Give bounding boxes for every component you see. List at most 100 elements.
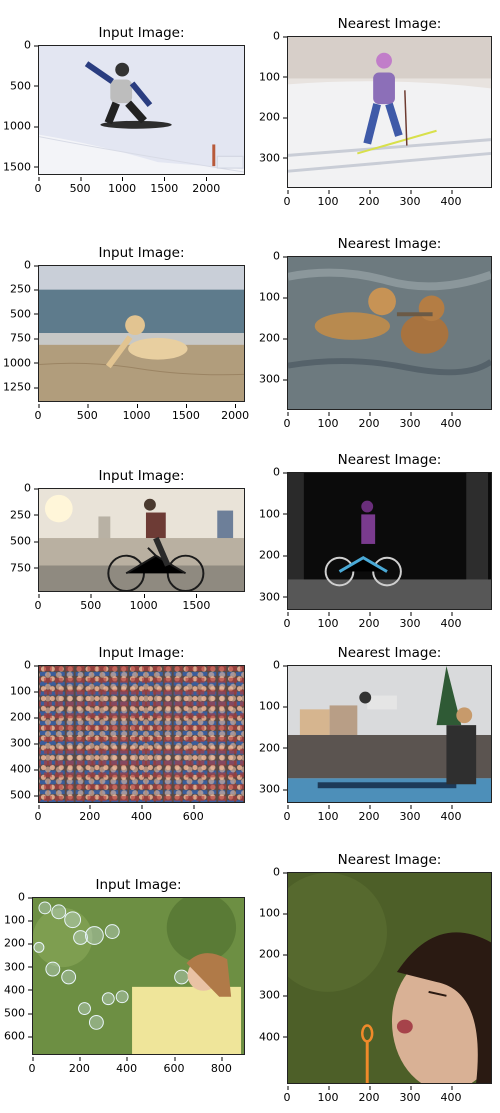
y-tick-label: 0	[0, 39, 38, 52]
y-tick-label: 1000	[0, 356, 38, 369]
y-tick-label: 500	[0, 79, 38, 92]
x-tick-label: 300	[399, 805, 421, 823]
y-tick-label: 300	[0, 737, 38, 750]
y-tick-label: 200	[240, 111, 287, 124]
y-tick-label: 100	[0, 914, 32, 927]
x-tick-label: 800	[210, 1057, 232, 1075]
y-tick-label: 0	[240, 30, 287, 43]
panel-title: Input Image:	[98, 645, 185, 661]
panel-title: Nearest Image:	[337, 16, 442, 32]
y-tick-label: 200	[0, 937, 32, 950]
x-tick-label: 500	[69, 177, 91, 195]
x-tick-label: 200	[79, 805, 101, 823]
x-tick-label: 300	[399, 412, 421, 430]
x-tick-label: 1500	[182, 594, 211, 612]
panel-image	[38, 265, 245, 402]
x-tick-label: 100	[317, 805, 339, 823]
y-tick-label: 100	[240, 907, 287, 920]
y-tick-label: 750	[0, 332, 38, 345]
x-tick-label: 400	[440, 190, 462, 208]
y-tick-label: 200	[240, 549, 287, 562]
x-tick-label: 600	[182, 805, 204, 823]
y-tick-label: 200	[240, 741, 287, 754]
x-tick-label: 200	[358, 612, 380, 630]
y-tick-label: 300	[240, 373, 287, 386]
y-tick-label: 250	[0, 283, 38, 296]
x-tick-label: 1500	[150, 177, 179, 195]
panel-image	[32, 897, 245, 1055]
x-tick-label: 0	[283, 190, 291, 208]
y-tick-label: 0	[0, 259, 38, 272]
y-tick-label: 200	[0, 711, 38, 724]
x-tick-label: 0	[34, 805, 42, 823]
y-tick-label: 200	[240, 948, 287, 961]
x-tick-label: 300	[399, 1086, 421, 1104]
y-tick-label: 300	[240, 590, 287, 603]
x-tick-label: 0	[283, 1086, 291, 1104]
y-tick-label: 100	[0, 685, 38, 698]
x-tick-label: 1000	[129, 594, 158, 612]
x-tick-label: 600	[163, 1057, 185, 1075]
panel-title: Input Image:	[95, 877, 182, 893]
panel-title: Nearest Image:	[337, 645, 442, 661]
x-tick-label: 0	[34, 177, 42, 195]
panel-image	[287, 665, 492, 803]
y-tick-label: 1000	[0, 120, 38, 133]
x-tick-label: 0	[28, 1057, 36, 1075]
panel-title: Nearest Image:	[337, 452, 442, 468]
y-tick-label: 500	[0, 789, 38, 802]
x-tick-label: 100	[317, 190, 339, 208]
x-tick-label: 500	[76, 404, 98, 422]
y-tick-label: 400	[240, 1030, 287, 1043]
x-tick-label: 200	[358, 190, 380, 208]
y-tick-label: 0	[0, 891, 32, 904]
panel-image	[287, 872, 492, 1084]
y-tick-label: 750	[0, 561, 38, 574]
x-tick-label: 0	[34, 594, 42, 612]
y-tick-label: 0	[240, 659, 287, 672]
y-tick-label: 100	[240, 70, 287, 83]
panel-title: Input Image:	[98, 245, 185, 261]
x-tick-label: 0	[283, 805, 291, 823]
y-tick-label: 100	[240, 291, 287, 304]
panel-image	[38, 45, 245, 175]
panel-image	[287, 472, 492, 610]
y-tick-label: 250	[0, 508, 38, 521]
x-tick-label: 400	[131, 805, 152, 823]
y-tick-label: 0	[240, 250, 287, 263]
x-tick-label: 0	[283, 412, 291, 430]
x-tick-label: 200	[358, 412, 380, 430]
x-tick-label: 500	[80, 594, 102, 612]
panel-image	[38, 488, 245, 592]
x-tick-label: 200	[358, 805, 380, 823]
x-tick-label: 300	[399, 612, 421, 630]
x-tick-label: 200	[68, 1057, 90, 1075]
x-tick-label: 100	[317, 612, 339, 630]
y-tick-label: 200	[240, 332, 287, 345]
y-tick-label: 500	[0, 1007, 32, 1020]
x-tick-label: 0	[34, 404, 42, 422]
panel-title: Input Image:	[98, 25, 185, 41]
y-tick-label: 600	[0, 1030, 32, 1043]
x-tick-label: 300	[399, 190, 421, 208]
panel-title: Nearest Image:	[337, 852, 442, 868]
x-tick-label: 400	[440, 805, 462, 823]
panel-image	[38, 665, 245, 803]
panel-image	[287, 36, 492, 188]
x-tick-label: 1500	[171, 404, 200, 422]
y-tick-label: 0	[240, 866, 287, 879]
x-tick-label: 1000	[122, 404, 151, 422]
panel-image	[287, 256, 492, 410]
y-tick-label: 400	[0, 763, 38, 776]
x-tick-label: 2000	[192, 177, 221, 195]
x-tick-label: 400	[440, 412, 462, 430]
x-tick-label: 200	[358, 1086, 380, 1104]
x-tick-label: 2000	[221, 404, 250, 422]
y-tick-label: 300	[240, 151, 287, 164]
panel-title: Input Image:	[98, 468, 185, 484]
x-tick-label: 100	[317, 1086, 339, 1104]
y-tick-label: 0	[0, 659, 38, 672]
y-tick-label: 100	[240, 507, 287, 520]
y-tick-label: 300	[240, 783, 287, 796]
y-tick-label: 300	[240, 989, 287, 1002]
